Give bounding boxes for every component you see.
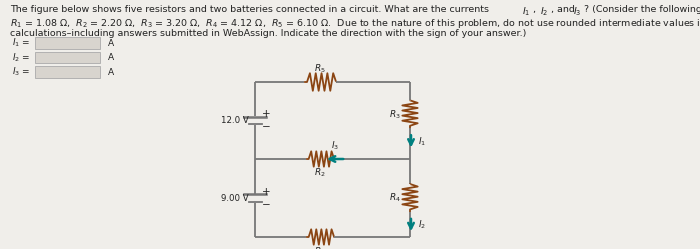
Text: $I_1$ =: $I_1$ = bbox=[12, 37, 30, 49]
Text: +: + bbox=[262, 109, 271, 119]
FancyBboxPatch shape bbox=[34, 66, 101, 78]
Text: A: A bbox=[108, 53, 114, 62]
Text: 9.00 V: 9.00 V bbox=[221, 193, 249, 202]
Text: $R_5$: $R_5$ bbox=[314, 62, 326, 75]
Text: −: − bbox=[262, 199, 271, 209]
Text: $I_3$: $I_3$ bbox=[331, 139, 340, 152]
FancyBboxPatch shape bbox=[34, 38, 101, 49]
Text: 12.0 V: 12.0 V bbox=[221, 116, 249, 125]
Text: $I_2$: $I_2$ bbox=[418, 219, 426, 231]
Text: $R_1$: $R_1$ bbox=[314, 245, 326, 249]
Text: $I_3$: $I_3$ bbox=[573, 5, 582, 17]
Text: $I_3$ =: $I_3$ = bbox=[12, 66, 30, 78]
Text: ? (Consider the following values:: ? (Consider the following values: bbox=[584, 5, 700, 14]
Text: $I_1$: $I_1$ bbox=[522, 5, 531, 17]
FancyBboxPatch shape bbox=[34, 52, 101, 63]
Text: The figure below shows five resistors and two batteries connected in a circuit. : The figure below shows five resistors an… bbox=[10, 5, 492, 14]
Text: $R_3$: $R_3$ bbox=[389, 108, 401, 121]
Text: A: A bbox=[108, 39, 114, 48]
Text: $R_1$ = 1.08 Ω,  $R_2$ = 2.20 Ω,  $R_3$ = 3.20 Ω,  $R_4$ = 4.12 Ω,  $R_5$ = 6.10: $R_1$ = 1.08 Ω, $R_2$ = 2.20 Ω, $R_3$ = … bbox=[10, 17, 700, 30]
Text: $R_2$: $R_2$ bbox=[314, 166, 326, 179]
Text: A: A bbox=[108, 67, 114, 76]
Text: $I_1$: $I_1$ bbox=[418, 135, 426, 148]
Text: $R_4$: $R_4$ bbox=[389, 192, 401, 204]
Text: , and: , and bbox=[551, 5, 578, 14]
Text: $I_2$ =: $I_2$ = bbox=[12, 51, 30, 64]
Text: ,: , bbox=[533, 5, 539, 14]
Text: −: − bbox=[262, 122, 271, 132]
Text: $I_2$: $I_2$ bbox=[540, 5, 548, 17]
Text: +: + bbox=[262, 187, 271, 196]
Text: calculations–including answers submitted in WebAssign. Indicate the direction wi: calculations–including answers submitted… bbox=[10, 29, 526, 38]
